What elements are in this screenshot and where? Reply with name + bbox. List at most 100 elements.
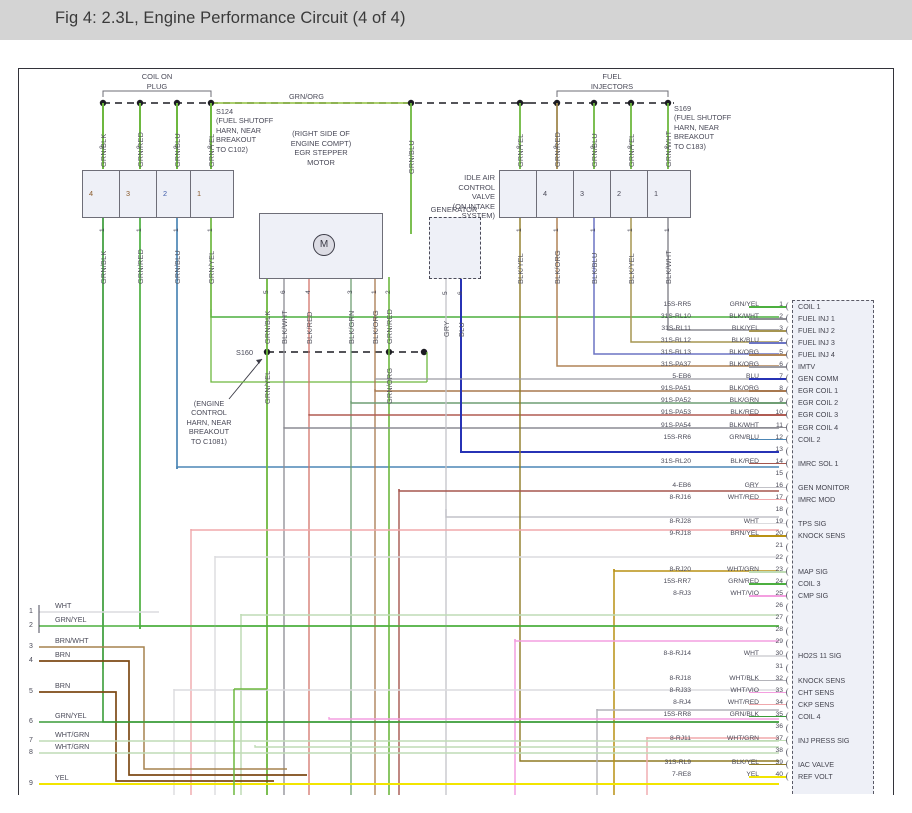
pin-description: FUEL INJ 2 bbox=[798, 326, 835, 336]
generator-box[interactable] bbox=[429, 217, 481, 279]
pin-wire-stub bbox=[749, 655, 786, 658]
pin-circuit-id: 8-RJ20 bbox=[669, 566, 691, 574]
pin-number: 27 bbox=[775, 614, 783, 622]
coil-on-plug-title-l2: PLUG bbox=[146, 81, 168, 91]
pin-wire-color: GRY bbox=[744, 481, 759, 489]
pin-wire-color: WHT/VIO bbox=[730, 686, 759, 694]
s169-l3: BREAKOUT bbox=[674, 132, 715, 142]
pin-description: EGR COIL 2 bbox=[798, 398, 839, 408]
pin-description: IMRC SOL 1 bbox=[798, 458, 839, 468]
injector-box-3[interactable] bbox=[573, 170, 617, 218]
s124-l2: HARN, NEAR bbox=[216, 125, 262, 135]
pin-contact-tick bbox=[786, 350, 792, 360]
egr-title-l3: EGR STEPPER bbox=[294, 148, 348, 158]
pin-number: 25 bbox=[775, 590, 783, 598]
pin-number: 29 bbox=[775, 638, 783, 646]
egr-title-l1: (RIGHT SIDE OF bbox=[292, 129, 350, 138]
pin-description: REF VOLT bbox=[798, 771, 833, 781]
pin-description: IAC VALVE bbox=[798, 759, 835, 769]
pin-wire-color: GRN/YEL bbox=[729, 301, 759, 308]
splice-s169-block: S169 (FUEL SHUTOFF HARN, NEAR BREAKOUT T… bbox=[674, 104, 731, 151]
pin-circuit-id: 8-RJ33 bbox=[669, 686, 691, 694]
pin-wire-stub bbox=[749, 330, 786, 332]
pin-circuit-id: 15S-RR7 bbox=[663, 578, 691, 586]
pin-number: 14 bbox=[775, 457, 783, 465]
pin-number: 26 bbox=[775, 602, 783, 610]
pin-contact-tick bbox=[786, 518, 792, 528]
pin-circuit-id: 31S-RL12 bbox=[660, 337, 691, 345]
egr-wire-1-label: BLK/ORG bbox=[371, 310, 380, 344]
s160-l1: (ENGINE bbox=[193, 399, 225, 408]
pin-circuit-id: 31S-RL11 bbox=[661, 325, 691, 333]
coil-4-top-pin: 2 bbox=[99, 145, 106, 149]
ecm-connector-panel bbox=[792, 300, 874, 794]
s169-l2: HARN, NEAR bbox=[674, 122, 720, 132]
pin-circuit-id: 8-RJ3 bbox=[673, 590, 691, 598]
coil-1-bottom-wire-label: GRN/YEL bbox=[207, 250, 216, 284]
pin-wire-color: BLU bbox=[745, 373, 759, 381]
injector-3-bottom-wire-label: BLK/BLU bbox=[590, 252, 599, 284]
s169-l1: (FUEL SHUTOFF bbox=[674, 113, 732, 123]
pin-wire-color: BLK/BLU bbox=[731, 337, 759, 345]
pin-circuit-id: 15S-RR8 bbox=[663, 710, 691, 718]
pin-circuit-id: 91S-PA54 bbox=[661, 421, 691, 429]
coil-box-4[interactable] bbox=[82, 170, 126, 218]
pin-description: GEN MONITOR bbox=[798, 482, 850, 492]
pin-circuit-id: 5-EB6 bbox=[672, 373, 691, 381]
s160-l3: HARN, NEAR bbox=[186, 417, 232, 427]
coil-2-bottom-wire-label: GRN/BLU bbox=[173, 250, 182, 284]
egr-pin-4-number: 4 bbox=[305, 290, 312, 294]
coil-2-top-wire-label: GRN/BLU bbox=[173, 133, 182, 167]
iac-l5: SYSTEM) bbox=[461, 211, 495, 221]
injector-box-1[interactable] bbox=[647, 170, 691, 218]
left-pin-number: 7 bbox=[29, 737, 33, 744]
splice-s160-id: S160 bbox=[236, 348, 254, 357]
pin-wire-color: BLK/RED bbox=[730, 409, 759, 417]
pin-contact-tick bbox=[786, 735, 792, 745]
pin-number: 19 bbox=[775, 517, 783, 525]
pin-circuit-id: 8-RJ28 bbox=[669, 517, 691, 525]
pin-contact-tick bbox=[786, 494, 792, 504]
pin-description: CKP SENS bbox=[798, 699, 835, 709]
pin-number: 28 bbox=[775, 626, 783, 634]
s160-l4: BREAKOUT bbox=[188, 427, 230, 437]
egr-wire-5-label: GRN/BLK bbox=[263, 310, 272, 344]
pin-contact-tick bbox=[786, 338, 792, 348]
coil-1-number: 1 bbox=[197, 189, 202, 198]
pin-wire-stub bbox=[749, 402, 786, 404]
generator-wire-gry-label: GRY bbox=[442, 320, 451, 337]
egr-wire-3-label: BLK/GRN bbox=[347, 310, 356, 344]
pin-number: 18 bbox=[775, 505, 783, 513]
pin-contact-tick bbox=[786, 543, 792, 552]
pin-contact-tick bbox=[786, 410, 792, 420]
pin-circuit-id: 4-EB6 bbox=[672, 481, 691, 489]
pin-description: IMRC MOD bbox=[798, 494, 836, 504]
pin-wire-stub bbox=[749, 595, 786, 597]
pin-contact-tick bbox=[786, 314, 792, 324]
injector-3-number: 3 bbox=[580, 189, 585, 198]
pin-circuit-id: 15S-RR6 bbox=[663, 433, 691, 441]
pin-wire-color: WHT/GRN bbox=[727, 566, 759, 574]
injector-3-top-wire-label: GRN/BLU bbox=[590, 133, 599, 167]
pin-contact-tick bbox=[786, 699, 792, 709]
pin-circuit-id: 8-RJ4 bbox=[673, 698, 691, 706]
pin-number: 10 bbox=[775, 409, 783, 417]
pin-number: 31 bbox=[775, 662, 783, 670]
left-pin-number: 5 bbox=[29, 688, 33, 695]
coil-box-1[interactable] bbox=[190, 170, 234, 218]
left-pin-number: 1 bbox=[29, 608, 33, 615]
pin-circuit-id: 31S-RL13 bbox=[660, 349, 691, 357]
injector-2-bottom-pin: 1 bbox=[627, 228, 634, 232]
pin-wire-color: WHT/VIO bbox=[730, 590, 759, 598]
left-pin-wire-color: WHT bbox=[55, 601, 72, 610]
pin-wire-stub bbox=[749, 534, 786, 537]
pin-number: 39 bbox=[775, 758, 783, 766]
egr-title-l2: ENGINE COMPT) bbox=[290, 138, 352, 148]
iac-valve-title: IDLE AIR CONTROL VALVE (ON INTAKE SYSTEM… bbox=[417, 173, 495, 221]
egr-pin-6-number: 6 bbox=[280, 290, 287, 294]
pin-contact-tick bbox=[786, 567, 792, 577]
egr-pin-1-number: 1 bbox=[371, 290, 378, 294]
coil-on-plug-title: COIL ON PLUG bbox=[107, 72, 207, 91]
s124-l3: BREAKOUT bbox=[216, 135, 257, 145]
iac-valve-box[interactable] bbox=[499, 170, 543, 218]
